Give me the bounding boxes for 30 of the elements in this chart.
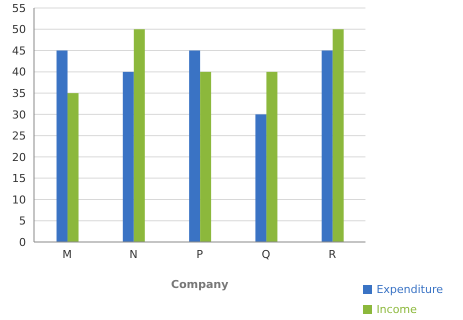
- x-tick-label: M: [62, 248, 72, 261]
- y-tick-label: 30: [12, 108, 26, 122]
- y-tick-label: 20: [12, 150, 26, 164]
- bar: [255, 114, 266, 242]
- x-tick-label: R: [328, 248, 336, 261]
- x-tick-label: P: [196, 248, 204, 261]
- y-tick-label: 45: [12, 44, 26, 58]
- bar: [322, 50, 333, 242]
- legend-label: Income: [376, 303, 417, 316]
- legend-label: Expenditure: [376, 283, 443, 296]
- y-tick-label: 50: [12, 23, 26, 36]
- y-tick-label: 15: [12, 172, 26, 186]
- bar: [134, 29, 145, 242]
- bar: [189, 50, 200, 242]
- bar: [122, 72, 134, 242]
- y-tick-label: 5: [19, 214, 26, 228]
- bar: [266, 72, 278, 242]
- bar: [56, 50, 68, 242]
- y-tick-label: 35: [12, 86, 26, 100]
- bar: [68, 93, 79, 242]
- x-tick-label: N: [129, 248, 138, 261]
- y-tick-label: 0: [19, 236, 26, 249]
- x-axis-title: Company: [171, 278, 228, 291]
- y-tick-label: 25: [12, 130, 26, 143]
- y-tick-label: 55: [12, 2, 26, 15]
- y-tick-label: 10: [12, 193, 26, 206]
- bar: [200, 72, 212, 242]
- bar: [332, 29, 344, 242]
- x-tick-label: Q: [262, 248, 271, 261]
- y-tick-label: 40: [12, 66, 26, 79]
